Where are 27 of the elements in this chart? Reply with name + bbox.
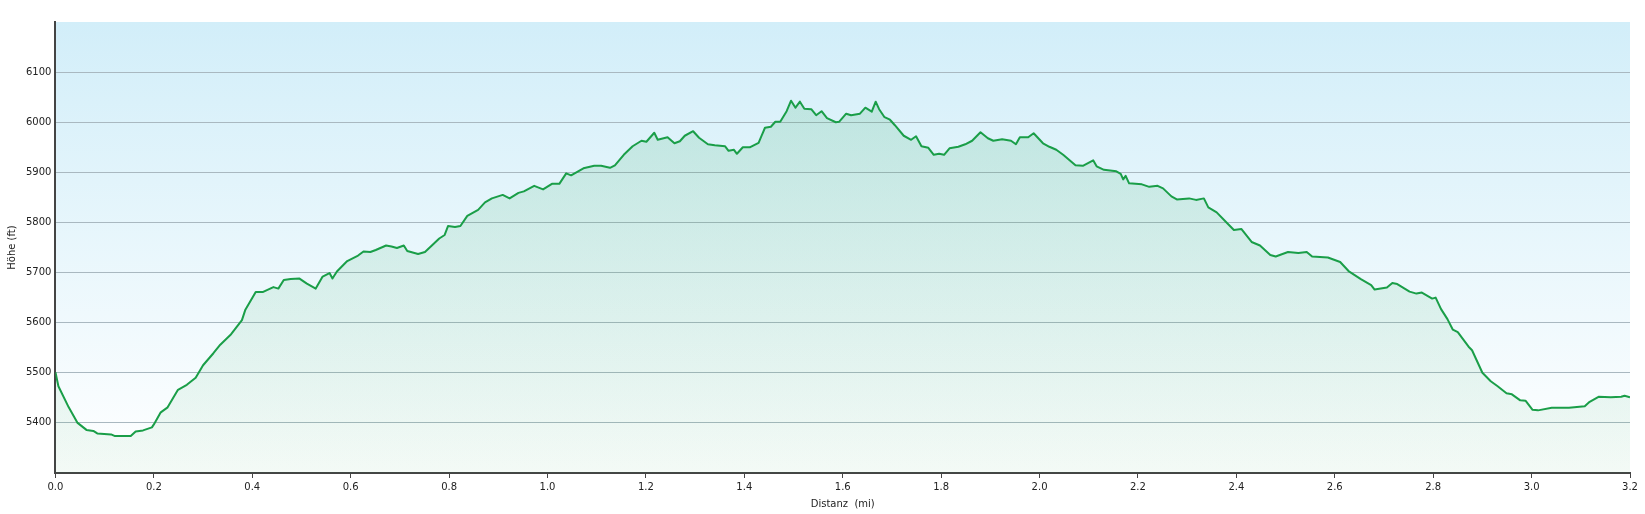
x-tick-label: 1.8 bbox=[933, 480, 950, 492]
x-tick-label: 0.8 bbox=[441, 480, 458, 492]
y-tick-label: 5400 bbox=[26, 416, 52, 428]
x-tick-label: 0.4 bbox=[244, 480, 261, 492]
x-tick-label: 2.4 bbox=[1228, 480, 1245, 492]
x-axis-title: Distanz (mi) bbox=[810, 497, 875, 509]
y-tick-label: 6100 bbox=[26, 65, 52, 77]
y-tick-label: 5700 bbox=[26, 266, 52, 278]
x-tick-label: 2.2 bbox=[1130, 480, 1146, 492]
y-tick-label: 6000 bbox=[26, 115, 52, 127]
x-tick-label: 0.2 bbox=[145, 480, 162, 492]
x-tick-label: 2.6 bbox=[1326, 480, 1343, 492]
y-tick-label: 5600 bbox=[26, 316, 52, 328]
x-tick-label: 0.6 bbox=[342, 480, 359, 492]
x-tick-label: 3.2 bbox=[1622, 480, 1638, 492]
x-tick-label: 1.4 bbox=[736, 480, 753, 492]
x-tick-label: 1.0 bbox=[539, 480, 556, 492]
y-tick-label: 5900 bbox=[26, 165, 52, 177]
x-tick-label: 2.0 bbox=[1031, 480, 1048, 492]
x-tick-label: 3.0 bbox=[1523, 480, 1540, 492]
x-tick-label: 1.2 bbox=[637, 480, 654, 492]
y-tick-label: 5800 bbox=[26, 216, 52, 228]
y-tick-label: 5500 bbox=[26, 366, 52, 378]
x-tick-label: 0.0 bbox=[47, 480, 64, 492]
x-tick-label: 1.6 bbox=[834, 480, 851, 492]
x-tick-label: 2.8 bbox=[1425, 480, 1442, 492]
y-axis-title: Höhe (ft) bbox=[5, 225, 17, 270]
